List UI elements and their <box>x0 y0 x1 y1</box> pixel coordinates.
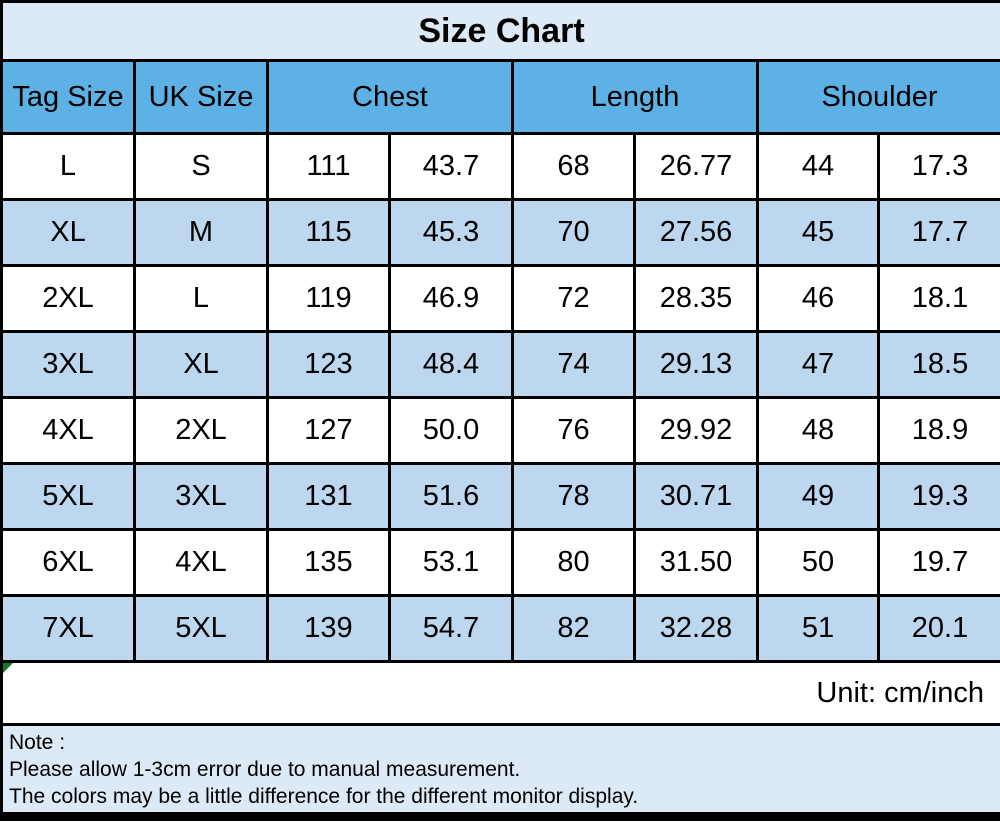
size-cell: 119 <box>266 264 391 333</box>
size-cell: 115 <box>266 198 391 267</box>
size-cell: 30.71 <box>633 462 759 531</box>
size-cell: 18.5 <box>876 330 1000 399</box>
table-row: L S 111 43.7 68 26.77 44 17.3 <box>0 132 1000 201</box>
unit-label: Unit: cm/inch <box>816 676 985 709</box>
size-cell: 44 <box>756 132 880 201</box>
unit-cell: Unit: cm/inch <box>0 660 1000 726</box>
note-heading: Note : <box>9 731 66 754</box>
unit-row: Unit: cm/inch <box>0 660 1000 726</box>
size-cell: 135 <box>266 528 391 597</box>
column-header-tag-size: Tag Size <box>0 59 136 135</box>
size-cell: 3XL <box>0 330 136 399</box>
size-cell: 76 <box>511 396 636 465</box>
size-cell: 48.4 <box>388 330 514 399</box>
column-header-chest: Chest <box>266 59 514 135</box>
size-cell: 27.56 <box>633 198 759 267</box>
size-cell: 80 <box>511 528 636 597</box>
note-row: Note : Please allow 1-3cm error due to m… <box>0 723 1000 818</box>
size-cell: 127 <box>266 396 391 465</box>
size-cell: 2XL <box>133 396 269 465</box>
size-cell: 51.6 <box>388 462 514 531</box>
table-row: 6XL 4XL 135 53.1 80 31.50 50 19.7 <box>0 528 1000 597</box>
size-cell: M <box>133 198 269 267</box>
size-cell: 20.1 <box>876 594 1000 663</box>
size-cell: 5XL <box>133 594 269 663</box>
size-cell: S <box>133 132 269 201</box>
size-cell: 18.1 <box>876 264 1000 333</box>
size-cell: 49 <box>756 462 880 531</box>
size-cell: 47 <box>756 330 880 399</box>
size-cell: 5XL <box>0 462 136 531</box>
size-cell: 51 <box>756 594 880 663</box>
size-cell: 17.7 <box>876 198 1000 267</box>
table-row: 7XL 5XL 139 54.7 82 32.28 51 20.1 <box>0 594 1000 663</box>
size-cell: 26.77 <box>633 132 759 201</box>
column-header-length: Length <box>511 59 759 135</box>
note-cell: Note : Please allow 1-3cm error due to m… <box>0 723 1000 818</box>
size-cell: 50 <box>756 528 880 597</box>
size-cell: 46 <box>756 264 880 333</box>
size-cell: 32.28 <box>633 594 759 663</box>
size-cell: 53.1 <box>388 528 514 597</box>
table-row: XL M 115 45.3 70 27.56 45 17.7 <box>0 198 1000 267</box>
size-cell: 2XL <box>0 264 136 333</box>
note-line: Please allow 1-3cm error due to manual m… <box>9 758 521 781</box>
size-cell: 19.7 <box>876 528 1000 597</box>
table-row: 5XL 3XL 131 51.6 78 30.71 49 19.3 <box>0 462 1000 531</box>
size-cell: 19.3 <box>876 462 1000 531</box>
size-cell: 78 <box>511 462 636 531</box>
size-cell: 123 <box>266 330 391 399</box>
size-cell: 31.50 <box>633 528 759 597</box>
size-cell: 4XL <box>133 528 269 597</box>
table-header-row: Tag Size UK Size Chest Length Shoulder <box>0 59 1000 135</box>
size-cell: 54.7 <box>388 594 514 663</box>
size-cell: 111 <box>266 132 391 201</box>
size-cell: 131 <box>266 462 391 531</box>
size-cell: 28.35 <box>633 264 759 333</box>
size-cell: L <box>133 264 269 333</box>
size-cell: 17.3 <box>876 132 1000 201</box>
size-cell: 46.9 <box>388 264 514 333</box>
size-cell: 45 <box>756 198 880 267</box>
size-cell: 68 <box>511 132 636 201</box>
size-cell: 50.0 <box>388 396 514 465</box>
column-header-shoulder: Shoulder <box>755 59 1000 135</box>
size-cell: 82 <box>511 594 636 663</box>
size-cell: 43.7 <box>388 132 514 201</box>
size-cell: 7XL <box>0 594 136 663</box>
size-cell: 72 <box>511 264 636 333</box>
size-cell: 4XL <box>0 396 136 465</box>
size-cell: 29.92 <box>633 396 759 465</box>
size-cell: XL <box>0 198 136 267</box>
title-row: Size Chart <box>0 0 1000 62</box>
size-cell: 139 <box>266 594 391 663</box>
size-cell: 48 <box>756 396 880 465</box>
chart-title: Size Chart <box>0 0 1000 62</box>
size-cell: L <box>0 132 136 201</box>
size-cell: 29.13 <box>633 330 759 399</box>
table-row: 4XL 2XL 127 50.0 76 29.92 48 18.9 <box>0 396 1000 465</box>
note-line: The colors may be a little difference fo… <box>9 785 639 808</box>
table-row: 2XL L 119 46.9 72 28.35 46 18.1 <box>0 264 1000 333</box>
size-cell: 45.3 <box>388 198 514 267</box>
table-row: 3XL XL 123 48.4 74 29.13 47 18.5 <box>0 330 1000 399</box>
size-cell: 70 <box>511 198 636 267</box>
size-cell: 3XL <box>133 462 269 531</box>
size-cell: 6XL <box>0 528 136 597</box>
size-cell: 18.9 <box>876 396 1000 465</box>
size-cell: XL <box>133 330 269 399</box>
column-header-uk-size: UK Size <box>133 59 269 135</box>
green-corner-marker <box>4 664 13 673</box>
size-cell: 74 <box>511 330 636 399</box>
